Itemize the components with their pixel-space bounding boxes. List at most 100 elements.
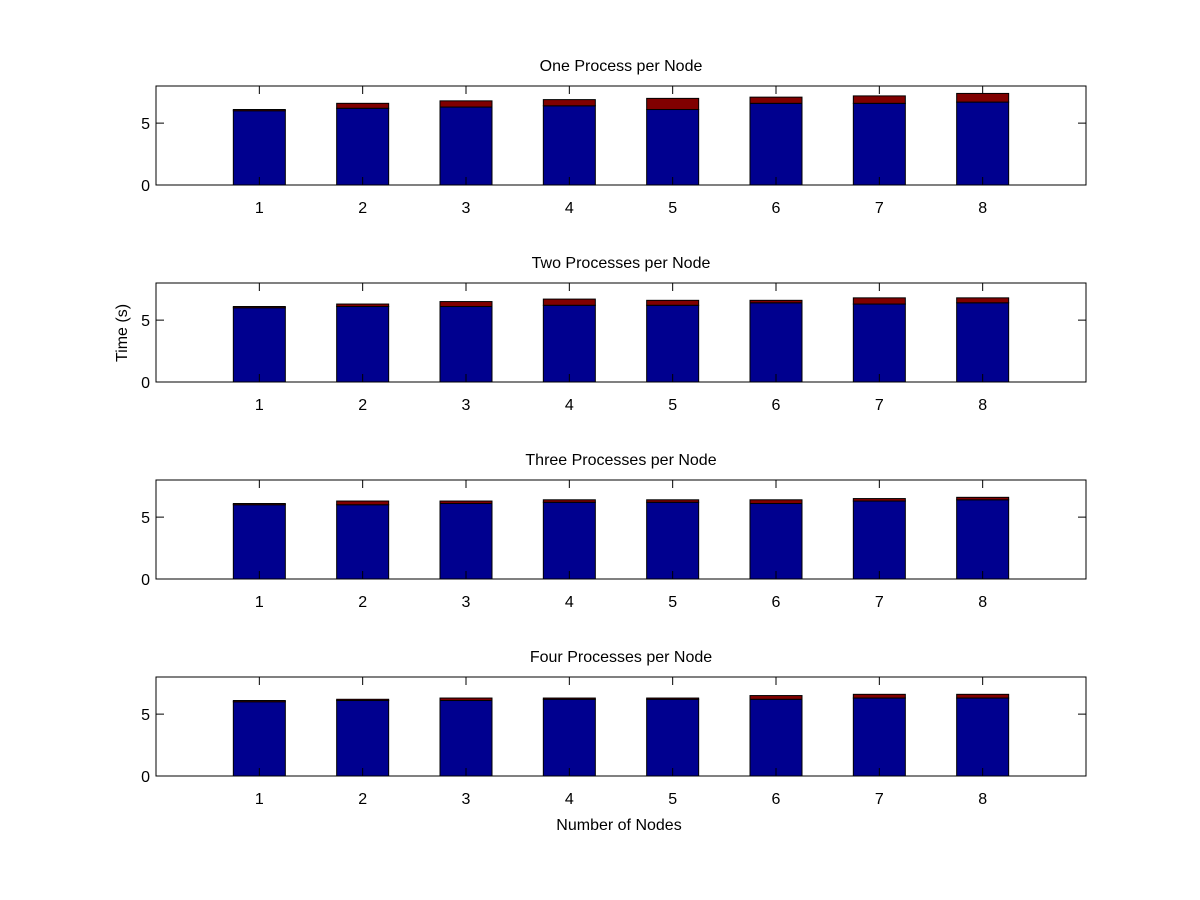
bar-base-segment bbox=[956, 697, 1010, 777]
x-tick-label: 6 bbox=[772, 200, 781, 217]
bar-base-segment bbox=[956, 302, 1010, 383]
bar-top-segment bbox=[852, 95, 906, 104]
bar-base-segment bbox=[439, 306, 493, 383]
bar-base-segment bbox=[646, 698, 700, 777]
y-tick-label: 0 bbox=[141, 769, 150, 786]
axes-box bbox=[155, 479, 1087, 580]
x-tick-label: 5 bbox=[668, 594, 677, 611]
x-tick-label: 8 bbox=[978, 594, 987, 611]
bar-base-segment bbox=[336, 700, 390, 777]
bar-base-segment bbox=[852, 500, 906, 580]
bar-top-segment bbox=[542, 697, 596, 700]
bar-base-segment bbox=[749, 302, 803, 383]
bar-base-segment bbox=[439, 700, 493, 777]
bar-base-segment bbox=[232, 307, 286, 383]
bar-base-segment bbox=[336, 107, 390, 186]
x-tick-label: 6 bbox=[772, 397, 781, 414]
bar-top-segment bbox=[749, 695, 803, 700]
bar-top-segment bbox=[956, 693, 1010, 699]
y-tick-label: 5 bbox=[141, 313, 150, 330]
bar-top-segment bbox=[439, 500, 493, 505]
bar-base-segment bbox=[852, 697, 906, 777]
x-tick-label: 2 bbox=[358, 397, 367, 414]
bar-base-segment bbox=[749, 698, 803, 777]
bar-base-segment bbox=[232, 701, 286, 777]
x-tick-label: 2 bbox=[358, 594, 367, 611]
x-tick-label: 8 bbox=[978, 397, 987, 414]
bar-top-segment bbox=[542, 99, 596, 107]
bar-top-segment bbox=[956, 297, 1010, 304]
bar-top-segment bbox=[542, 499, 596, 503]
y-tick-label: 0 bbox=[141, 572, 150, 589]
bar-top-segment bbox=[852, 693, 906, 699]
axes-box bbox=[155, 676, 1087, 777]
axes-box bbox=[155, 282, 1087, 383]
bar-base-segment bbox=[439, 106, 493, 186]
y-tick-label: 0 bbox=[141, 375, 150, 392]
bar-base-segment bbox=[542, 501, 596, 580]
x-tick-label: 4 bbox=[565, 594, 574, 611]
bar-top-segment bbox=[232, 306, 286, 309]
bar-top-segment bbox=[439, 100, 493, 108]
bar-top-segment bbox=[956, 496, 1010, 501]
x-tick-label: 1 bbox=[255, 594, 264, 611]
bar-top-segment bbox=[232, 700, 286, 703]
bar-base-segment bbox=[232, 110, 286, 186]
bar-top-segment bbox=[852, 498, 906, 502]
x-tick-label: 8 bbox=[978, 791, 987, 808]
bar-top-segment bbox=[336, 500, 390, 506]
subplot-panels: One Process per Node 0 5 1 2 3 4 5 6 7 8 Two Proces… bbox=[141, 58, 1087, 808]
bar-base-segment bbox=[956, 499, 1010, 580]
bar-top-segment bbox=[749, 499, 803, 505]
x-tick-label: 3 bbox=[462, 791, 471, 808]
bar-base-segment bbox=[646, 304, 700, 383]
x-tick-label: 2 bbox=[358, 791, 367, 808]
y-tick-label: 5 bbox=[141, 116, 150, 133]
bar-top-segment bbox=[232, 503, 286, 506]
bar-base-segment bbox=[852, 303, 906, 383]
bar-base-segment bbox=[542, 105, 596, 186]
subplot-2: Two Processes per Node 0 5 1 2 3 4 5 6 7 8 bbox=[141, 255, 1087, 414]
x-tick-label: 4 bbox=[565, 397, 574, 414]
bar-top-segment bbox=[439, 301, 493, 308]
bar-top-segment bbox=[646, 499, 700, 503]
x-tick-label: 1 bbox=[255, 791, 264, 808]
subplot-title: Four Processes per Node bbox=[530, 649, 712, 666]
subplot-title: Two Processes per Node bbox=[532, 255, 711, 272]
bar-top-segment bbox=[336, 102, 390, 109]
x-tick-label: 4 bbox=[565, 791, 574, 808]
y-tick-label: 5 bbox=[141, 707, 150, 724]
subplot-title: Three Processes per Node bbox=[525, 452, 716, 469]
x-tick-label: 7 bbox=[875, 397, 884, 414]
x-tick-label: 6 bbox=[772, 791, 781, 808]
bar-top-segment bbox=[646, 97, 700, 111]
x-tick-label: 7 bbox=[875, 594, 884, 611]
bar-top-segment bbox=[956, 92, 1010, 103]
x-tick-label: 3 bbox=[462, 594, 471, 611]
bar-top-segment bbox=[336, 698, 390, 702]
subplot-3: Three Processes per Node 0 5 1 2 3 4 5 6 7 8 bbox=[141, 452, 1087, 611]
x-axis-label: Number of Nodes bbox=[556, 817, 681, 834]
bar-top-segment bbox=[852, 297, 906, 305]
y-tick-label: 0 bbox=[141, 178, 150, 195]
x-tick-label: 7 bbox=[875, 791, 884, 808]
x-tick-label: 1 bbox=[255, 397, 264, 414]
bar-top-segment bbox=[749, 299, 803, 304]
bar-base-segment bbox=[542, 698, 596, 777]
bar-top-segment bbox=[439, 697, 493, 702]
x-tick-label: 3 bbox=[462, 200, 471, 217]
axes-box bbox=[155, 85, 1087, 186]
bar-base-segment bbox=[852, 102, 906, 186]
bar-base-segment bbox=[749, 102, 803, 186]
bar-top-segment bbox=[646, 697, 700, 700]
subplot-title: One Process per Node bbox=[540, 58, 703, 75]
x-tick-label: 1 bbox=[255, 200, 264, 217]
subplot-4: Four Processes per Node 0 5 1 2 3 4 5 6 7 8 bbox=[141, 649, 1087, 808]
x-tick-label: 5 bbox=[668, 791, 677, 808]
bar-top-segment bbox=[336, 303, 390, 308]
x-tick-label: 7 bbox=[875, 200, 884, 217]
bar-top-segment bbox=[542, 298, 596, 306]
bar-base-segment bbox=[542, 304, 596, 383]
y-tick-label: 5 bbox=[141, 510, 150, 527]
